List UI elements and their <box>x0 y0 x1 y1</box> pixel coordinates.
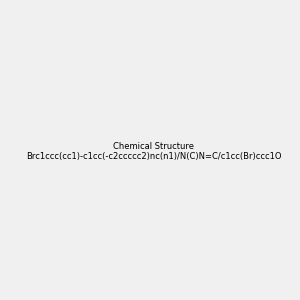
Text: Chemical Structure
Brc1ccc(cc1)-c1cc(-c2ccccc2)nc(n1)/N(C)N=C/c1cc(Br)ccc1O: Chemical Structure Brc1ccc(cc1)-c1cc(-c2… <box>26 142 281 161</box>
